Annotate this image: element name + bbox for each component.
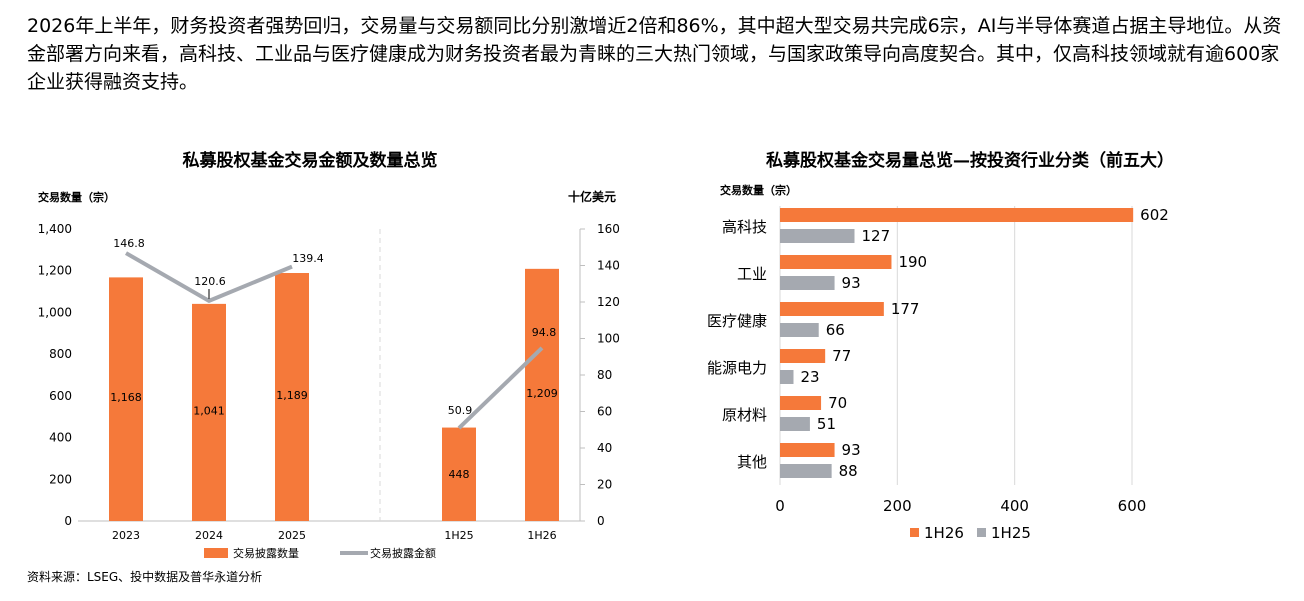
count-bar: [525, 268, 559, 521]
right-chart-title: 私募股权基金交易量总览—按投资行业分类（前五大）: [766, 151, 1174, 171]
left-x-tick: 2023: [112, 529, 140, 542]
bar-1h25: [780, 323, 819, 337]
bar-1h25: [780, 276, 835, 290]
legend-label-amount: 交易披露金额: [370, 546, 436, 560]
source-note: 资料来源：LSEG、投中数据及普华永道分析: [27, 570, 263, 584]
left-x-tick: 2024: [195, 529, 223, 542]
right-y-axis-label: 十亿美元: [568, 189, 616, 204]
left-x-tick: 1H25: [444, 529, 473, 542]
left-x-tick: 1H26: [527, 529, 556, 542]
count-bar: [109, 277, 143, 521]
legend-swatch-count: [204, 548, 228, 558]
legend-label-1h26: 1H26: [924, 524, 964, 542]
amount-line: [125, 251, 293, 303]
legend-swatch-1h26: [910, 528, 919, 537]
bar-label-1h26: 70: [828, 394, 847, 412]
amount-label: 146.8: [113, 237, 145, 250]
bar-label-1h25: 23: [800, 368, 819, 386]
right-x-tick: 600: [1118, 497, 1147, 515]
bar-1h26: [780, 396, 822, 410]
bar-label-1h25: 127: [862, 227, 891, 245]
bar-1h25: [780, 417, 810, 431]
bar-label-1h25: 51: [817, 415, 836, 433]
right-y-tick: 20: [597, 478, 612, 492]
bar-label-1h26: 177: [891, 300, 920, 318]
legend-label-count: 交易披露数量: [233, 546, 299, 560]
left-y-tick: 200: [49, 472, 72, 486]
bar-label-1h25: 93: [842, 274, 861, 292]
amount-line: [457, 346, 544, 430]
right-x-tick: 400: [1000, 497, 1029, 515]
count-bar-label: 1,168: [110, 391, 142, 404]
category-label: 其他: [737, 453, 767, 471]
bar-1h25: [780, 464, 832, 478]
legend-swatch-1h25: [977, 528, 986, 537]
bar-label-1h26: 77: [832, 347, 851, 365]
right-x-tick: 0: [775, 497, 785, 515]
left-x-tick: 2025: [278, 529, 306, 542]
right-y-tick: 0: [597, 514, 605, 528]
bar-1h26: [780, 208, 1134, 222]
count-bar-label: 1,209: [526, 387, 558, 400]
bar-1h26: [780, 302, 884, 316]
left-y-tick: 1,200: [38, 264, 72, 278]
bar-label-1h25: 88: [839, 462, 858, 480]
bar-1h25: [780, 370, 794, 384]
right-y-axis-label: 交易数量（宗）: [720, 183, 797, 197]
bar-label-1h25: 66: [826, 321, 845, 339]
amount-label: 139.4: [292, 252, 324, 265]
amount-label: 120.6: [194, 275, 226, 288]
right-x-tick: 200: [883, 497, 912, 515]
left-chart-title: 私募股权基金交易金额及数量总览: [182, 151, 438, 171]
amount-label: 94.8: [532, 326, 557, 339]
count-bar: [275, 273, 309, 521]
category-label: 能源电力: [707, 359, 767, 377]
count-bar: [192, 303, 226, 521]
bar-1h25: [780, 229, 855, 243]
left-y-tick: 0: [64, 514, 72, 528]
category-label: 医疗健康: [707, 312, 767, 330]
count-bar-label: 1,189: [276, 389, 308, 402]
count-bar-label: 1,041: [193, 404, 225, 417]
right-y-tick: 160: [597, 222, 620, 236]
left-y-tick: 400: [49, 431, 72, 445]
right-y-tick: 120: [597, 295, 620, 309]
bar-label-1h26: 190: [898, 253, 927, 271]
right-y-tick: 40: [597, 441, 612, 455]
right-y-tick: 80: [597, 368, 612, 382]
amount-label: 50.9: [448, 404, 473, 417]
left-y-tick: 1,000: [38, 305, 72, 319]
left-y-tick: 600: [49, 389, 72, 403]
legend-label-1h25: 1H25: [991, 524, 1031, 542]
category-label: 高科技: [722, 218, 767, 236]
right-y-tick: 140: [597, 259, 620, 273]
left-y-tick: 800: [49, 347, 72, 361]
right-y-tick: 100: [597, 332, 620, 346]
count-bar: [442, 427, 476, 521]
intro-paragraph: 2026年上半年，财务投资者强势回归，交易量与交易额同比分别激增近2倍和86%，…: [27, 15, 1282, 93]
bar-1h26: [780, 255, 892, 269]
left-y-tick: 1,400: [38, 222, 72, 236]
count-bar-label: 448: [449, 468, 470, 481]
category-label: 原材料: [722, 406, 767, 424]
bar-label-1h26: 602: [1140, 206, 1169, 224]
left-y-axis-label: 交易数量（宗）: [38, 190, 115, 204]
bar-1h26: [780, 349, 826, 363]
right-y-tick: 60: [597, 405, 612, 419]
bar-label-1h26: 93: [842, 441, 861, 459]
bar-1h26: [780, 443, 835, 457]
category-label: 工业: [737, 265, 767, 283]
